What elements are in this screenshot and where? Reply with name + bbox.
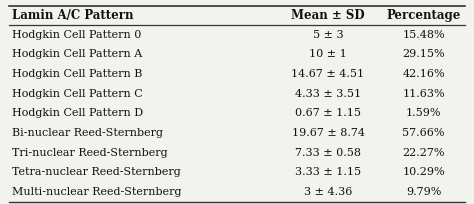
Text: Hodgkin Cell Pattern A: Hodgkin Cell Pattern A — [12, 49, 142, 59]
Text: Hodgkin Cell Pattern D: Hodgkin Cell Pattern D — [12, 109, 143, 119]
Text: 19.67 ± 8.74: 19.67 ± 8.74 — [292, 128, 365, 138]
Text: 11.63%: 11.63% — [402, 89, 445, 99]
Text: 22.27%: 22.27% — [402, 148, 445, 158]
Text: 7.33 ± 0.58: 7.33 ± 0.58 — [295, 148, 361, 158]
Text: Bi-nuclear Reed-Sternberg: Bi-nuclear Reed-Sternberg — [12, 128, 163, 138]
Text: Multi-nuclear Reed-Sternberg: Multi-nuclear Reed-Sternberg — [12, 187, 182, 197]
Text: 10.29%: 10.29% — [402, 167, 445, 177]
Text: Hodgkin Cell Pattern 0: Hodgkin Cell Pattern 0 — [12, 30, 141, 40]
Text: 3 ± 4.36: 3 ± 4.36 — [304, 187, 352, 197]
Text: Percentage: Percentage — [386, 9, 461, 22]
Text: Lamin A/C Pattern: Lamin A/C Pattern — [12, 9, 133, 22]
Text: Tri-nuclear Reed-Sternberg: Tri-nuclear Reed-Sternberg — [12, 148, 167, 158]
Text: 15.48%: 15.48% — [402, 30, 445, 40]
Text: 3.33 ± 1.15: 3.33 ± 1.15 — [295, 167, 361, 177]
Text: 57.66%: 57.66% — [402, 128, 445, 138]
Text: 10 ± 1: 10 ± 1 — [309, 49, 347, 59]
Text: 9.79%: 9.79% — [406, 187, 441, 197]
Text: 42.16%: 42.16% — [402, 69, 445, 79]
Text: 29.15%: 29.15% — [402, 49, 445, 59]
Text: 14.67 ± 4.51: 14.67 ± 4.51 — [292, 69, 365, 79]
Text: Hodgkin Cell Pattern B: Hodgkin Cell Pattern B — [12, 69, 142, 79]
Text: Tetra-nuclear Reed-Sternberg: Tetra-nuclear Reed-Sternberg — [12, 167, 181, 177]
Text: 1.59%: 1.59% — [406, 109, 441, 119]
Text: 5 ± 3: 5 ± 3 — [313, 30, 343, 40]
Text: Mean ± SD: Mean ± SD — [291, 9, 365, 22]
Text: Hodgkin Cell Pattern C: Hodgkin Cell Pattern C — [12, 89, 143, 99]
Text: 4.33 ± 3.51: 4.33 ± 3.51 — [295, 89, 361, 99]
Text: 0.67 ± 1.15: 0.67 ± 1.15 — [295, 109, 361, 119]
